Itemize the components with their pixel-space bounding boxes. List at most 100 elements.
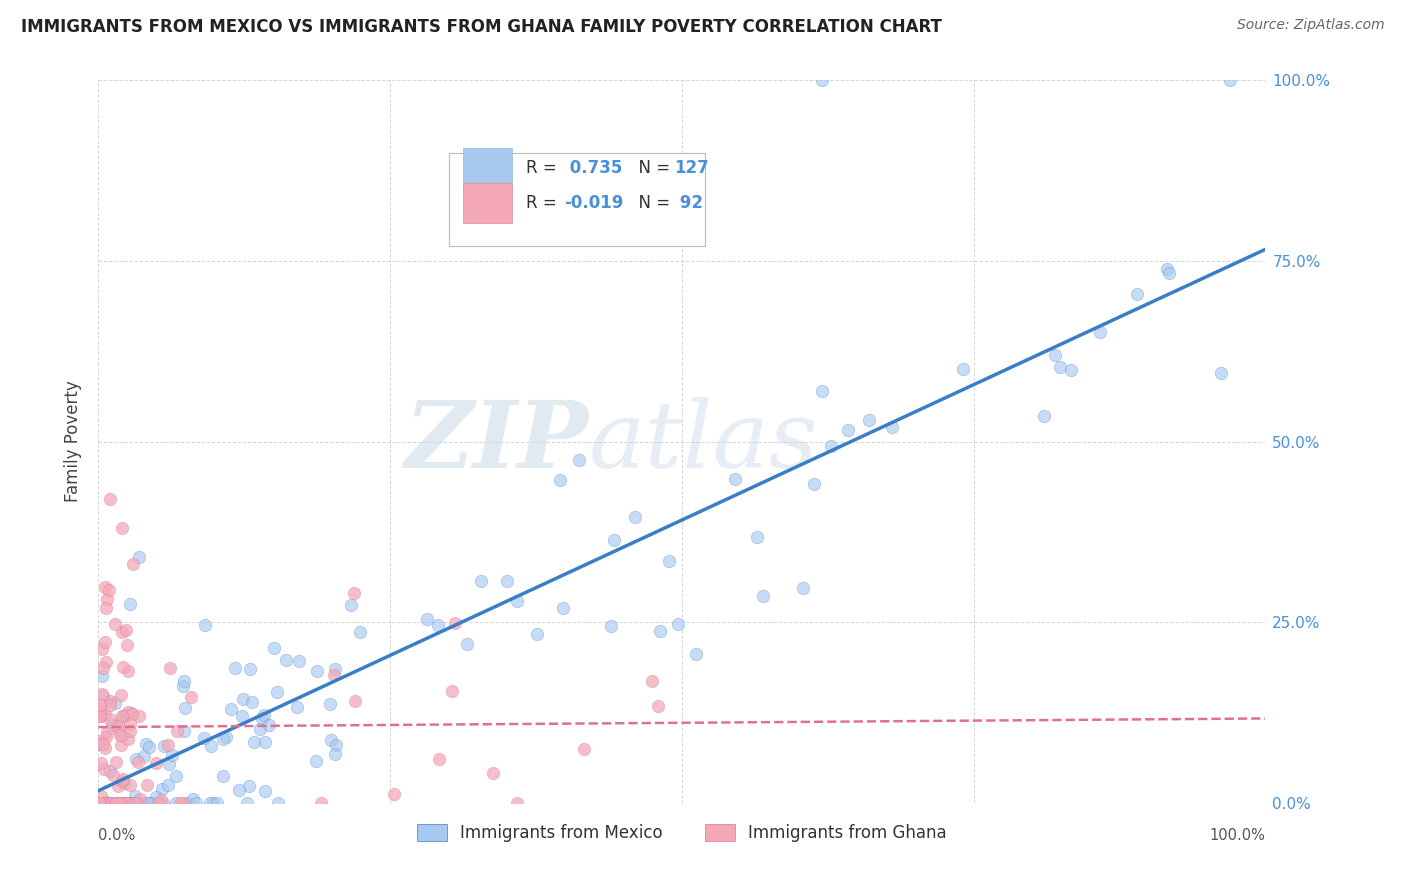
Point [120, 706, 142, 721]
Point [1049, 359, 1071, 374]
Point [94, 655, 117, 669]
Point [249, 722, 271, 736]
Point [89, 733, 111, 747]
Point [105, 796, 128, 810]
Point [108, 728, 131, 742]
Point [153, 739, 176, 753]
Point [243, 734, 266, 748]
Point [103, 796, 125, 810]
Point [117, 796, 139, 810]
Text: 100.0%: 100.0% [1209, 828, 1265, 843]
Point [325, 738, 347, 752]
Point [94, 635, 117, 649]
Point [274, 653, 297, 667]
Point [98, 698, 121, 712]
Point [96, 725, 118, 739]
Point [98, 694, 121, 708]
Point [91, 796, 114, 810]
Point [90, 709, 112, 723]
Point [127, 755, 149, 769]
Text: R =: R = [526, 194, 561, 212]
Point [120, 598, 142, 612]
Point [323, 662, 346, 676]
Text: Source: ZipAtlas.com: Source: ZipAtlas.com [1237, 18, 1385, 32]
Point [600, 619, 623, 633]
Point [104, 617, 127, 632]
Point [111, 773, 134, 788]
Point [132, 796, 155, 810]
Point [94, 600, 117, 615]
Point [349, 624, 371, 639]
Point [160, 748, 183, 763]
Point [132, 749, 155, 764]
Point [138, 796, 160, 810]
Point [90, 668, 112, 682]
Point [94, 796, 117, 810]
Point [112, 776, 135, 790]
Point [482, 765, 505, 780]
Point [858, 413, 880, 427]
Point [574, 741, 596, 756]
Point [305, 754, 328, 768]
Point [98, 796, 121, 810]
Point [257, 718, 280, 732]
Point [456, 637, 478, 651]
Point [215, 730, 238, 744]
Point [382, 787, 405, 801]
Point [128, 709, 150, 723]
Point [117, 731, 139, 746]
Point [242, 695, 264, 709]
Point [136, 796, 159, 810]
Point [287, 654, 309, 668]
Point [724, 472, 747, 486]
Point [120, 717, 142, 731]
Point [107, 796, 129, 810]
Point [111, 709, 134, 723]
Point [107, 779, 129, 793]
Point [115, 638, 138, 652]
Point [89, 698, 111, 712]
Point [148, 796, 170, 810]
Y-axis label: Family Poverty: Family Poverty [65, 381, 83, 502]
Point [108, 796, 131, 810]
Point [811, 73, 834, 87]
Point [647, 699, 669, 714]
Point [224, 661, 246, 675]
Point [145, 756, 167, 771]
Point [173, 724, 195, 739]
Point [145, 790, 167, 805]
Legend: Immigrants from Mexico, Immigrants from Ghana: Immigrants from Mexico, Immigrants from … [411, 817, 953, 848]
Point [89, 796, 111, 810]
Point [444, 615, 467, 630]
Point [305, 664, 328, 678]
Point [91, 661, 114, 675]
Point [685, 647, 707, 661]
Point [811, 384, 834, 398]
Point [267, 796, 290, 810]
Text: 0.735: 0.735 [564, 160, 623, 178]
Point [149, 793, 172, 807]
Point [803, 477, 825, 491]
Point [205, 796, 228, 810]
Point [125, 796, 148, 810]
Point [98, 712, 121, 726]
Point [343, 586, 366, 600]
Point [200, 739, 222, 754]
Point [111, 660, 134, 674]
Point [568, 453, 591, 467]
Point [120, 778, 142, 792]
Point [105, 719, 128, 733]
Point [657, 554, 679, 568]
Point [139, 796, 162, 810]
Point [506, 594, 529, 608]
Point [344, 694, 367, 708]
Point [506, 796, 529, 810]
Point [254, 735, 277, 749]
Point [166, 724, 188, 739]
Text: ZIP: ZIP [405, 397, 589, 486]
Point [117, 796, 139, 810]
Point [177, 796, 200, 810]
Point [1060, 362, 1083, 376]
Point [112, 772, 135, 786]
FancyBboxPatch shape [463, 148, 512, 188]
